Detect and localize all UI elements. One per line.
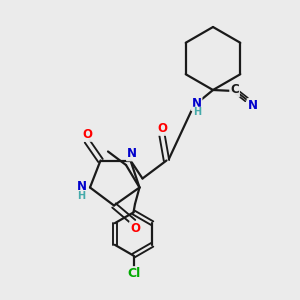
Text: N: N — [191, 97, 202, 110]
Text: Cl: Cl — [127, 267, 140, 280]
Text: C: C — [230, 83, 239, 97]
Text: O: O — [157, 122, 167, 135]
Text: O: O — [130, 222, 140, 235]
Text: O: O — [82, 128, 92, 141]
Text: N: N — [127, 147, 137, 161]
Text: N: N — [248, 99, 258, 112]
Text: H: H — [193, 107, 201, 118]
Text: N: N — [76, 179, 87, 193]
Text: H: H — [77, 191, 86, 201]
